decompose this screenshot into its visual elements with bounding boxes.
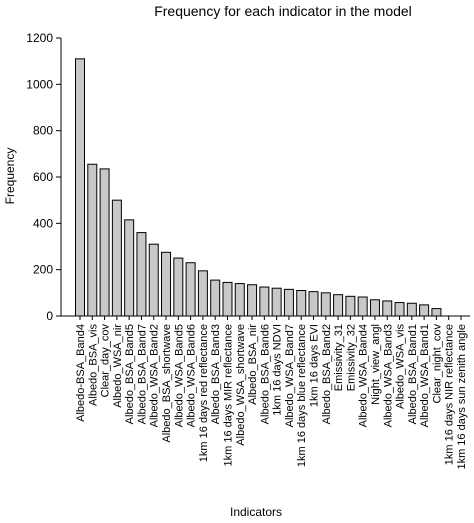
x-tick-label: Albedo_BSA_Band6 (259, 324, 271, 424)
bar (87, 163, 98, 317)
x-tick-label: Albedo_BSA_Band2 (321, 324, 333, 424)
bar (333, 294, 344, 317)
x-tick-label: Albedo_WSA_Band7 (284, 324, 296, 427)
x-tick-label: Albedo_BSA_Band5 (124, 324, 136, 424)
x-tick-label: Albedo_WSA_Band1 (419, 324, 431, 427)
y-tick-label: 600 (33, 170, 53, 184)
x-tick-label: Albedo_BSA_vis (87, 324, 99, 406)
x-tick-label: Albedo_WSA_Band6 (186, 324, 198, 427)
bar (247, 284, 258, 317)
x-axis-label: Indicators (230, 505, 282, 519)
bar (75, 58, 85, 317)
axes (60, 38, 470, 317)
x-tick-label: Albedo_BSA_nir (247, 324, 259, 405)
bar (234, 283, 245, 317)
x-tick-label: Albedo_BSA_Band1 (407, 324, 419, 424)
x-tick-label: 1km 16 days red reflectance (198, 324, 210, 462)
bar (308, 291, 319, 317)
x-tick-label: Emissivity_31 (333, 324, 345, 391)
bar (369, 299, 380, 317)
bar (124, 219, 135, 317)
bar (210, 279, 221, 317)
bar (197, 270, 208, 317)
bar (394, 302, 405, 317)
x-tick-label: 1km 16 days blue reflectance (296, 324, 308, 467)
bar (161, 251, 172, 317)
bar (185, 262, 196, 317)
x-tick-label: Albedo_WSA_Band2 (149, 324, 161, 427)
bar (320, 292, 331, 317)
x-tick-label: Emissivity_32 (345, 324, 357, 391)
bar (382, 300, 393, 317)
x-tick-label: 1km 16 days EVI (309, 324, 321, 407)
y-tick-label: 0 (46, 309, 53, 323)
x-tick-label: 1km 16 days sun zenith angle (456, 324, 468, 470)
x-tick-label: Albedo_WSA_shortwave (235, 324, 247, 446)
y-tick-label: 1000 (26, 77, 53, 91)
bar (136, 232, 147, 317)
x-tick-label: Albedo_BSA_shortwave (161, 324, 173, 443)
x-tick-label: Albedo_BSA_Band7 (136, 324, 148, 424)
bar (283, 288, 294, 317)
bar (431, 308, 442, 317)
bar (406, 302, 417, 317)
y-tick-label: 800 (33, 124, 53, 138)
y-tick-label: 200 (33, 263, 53, 277)
bar (345, 295, 356, 317)
x-tick-label: Albedo_WSA_nir (112, 324, 124, 408)
x-axis-tick-labels: Albedo-BSA_Band4 Albedo_BSA_vis Clear_day_… (75, 316, 468, 470)
x-tick-label: Clear_night_cov (431, 324, 443, 404)
bar (99, 168, 110, 317)
x-tick-label: Clear_day_cov (100, 324, 112, 398)
x-tick-label: Night_view_angl (370, 324, 382, 405)
x-tick-label: 1km 16 days MIR reflectance (222, 324, 234, 466)
x-tick-label: Albedo_WSA_vis (395, 324, 407, 409)
x-tick-label: Albedo_WSA_Band4 (358, 324, 370, 427)
bar (419, 304, 430, 317)
x-tick-label: 1km 16 days NDVI (272, 324, 284, 416)
x-tick-label: Albedo-BSA_Band4 (75, 324, 87, 422)
bar (111, 199, 122, 317)
bars (75, 58, 442, 317)
y-axis-label: Frequency (3, 148, 17, 205)
x-tick-label: Albedo_WSA_Band5 (173, 324, 185, 427)
bar (357, 296, 368, 317)
x-tick-label: 1km 16 days NIR reflectance (444, 324, 456, 465)
y-tick-label: 1200 (26, 31, 53, 45)
bar (296, 290, 307, 317)
bar (173, 257, 184, 317)
y-axis-ticks: 0 200 400 600 800 1000 1200 (26, 31, 61, 323)
bar (148, 243, 159, 317)
chart-title: Frequency for each indicator in the mode… (154, 3, 412, 19)
x-tick-label: Albedo_WSA_Band3 (382, 324, 394, 427)
bar (271, 287, 282, 317)
bar (222, 281, 233, 317)
bar (259, 286, 270, 317)
x-tick-label: Albedo_BSA_Band3 (210, 324, 222, 424)
y-tick-label: 400 (33, 216, 53, 230)
